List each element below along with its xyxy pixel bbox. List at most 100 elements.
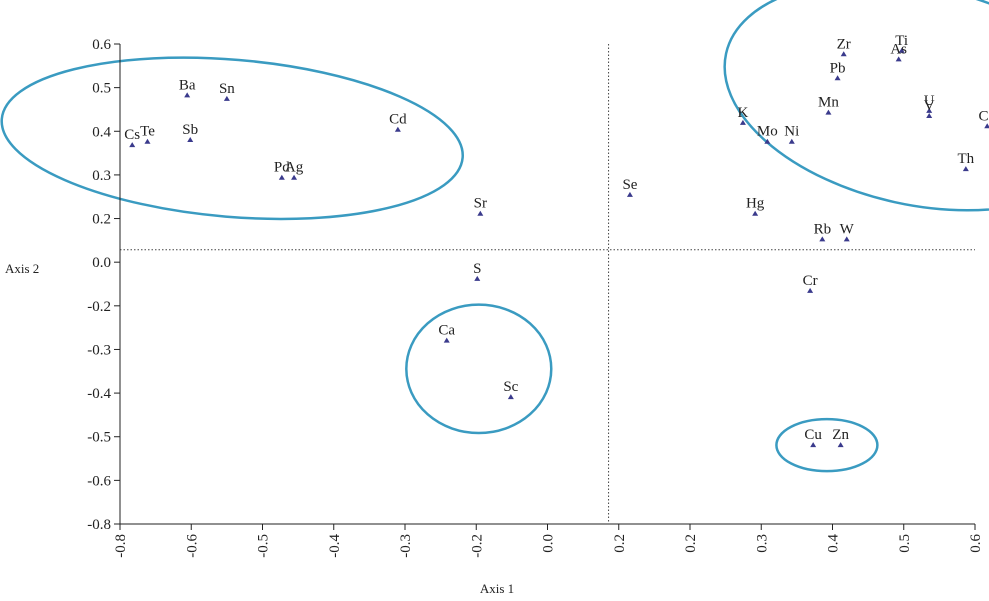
point-label: Te	[140, 124, 155, 140]
point-te: Te	[140, 124, 155, 144]
point-ag: Ag	[285, 160, 304, 180]
point-label: Ca	[438, 323, 455, 339]
x-axis-label: Axis 1	[480, 581, 514, 596]
point-marker	[507, 394, 514, 400]
point-label: Ag	[285, 160, 304, 176]
point-hg: Hg	[746, 196, 765, 216]
x-tick-label: -0.6	[184, 534, 200, 558]
y-tick-labels: 0.6 0.5 0.4 0.3 0.2 0.0 -0.2 -0.3 -0.4 -0.5 -0.6 -0…	[87, 37, 120, 533]
point-marker	[739, 119, 746, 125]
point-label: Ti	[895, 33, 908, 49]
y-tick-label: -0.5	[87, 430, 111, 446]
point-marker	[752, 210, 759, 216]
point-marker	[187, 137, 194, 142]
point-sc: Sc	[503, 379, 519, 400]
point-marker	[443, 337, 450, 343]
point-mn: Mn	[818, 95, 839, 115]
point-marker	[764, 138, 771, 144]
y-tick-label: -0.3	[87, 342, 111, 358]
point-mo: Mo	[757, 124, 778, 144]
point-rb: Rb	[814, 221, 831, 242]
point-label: Sr	[474, 196, 487, 212]
x-tick-label: 0.5	[897, 534, 913, 553]
point-cu: Cu	[804, 427, 822, 448]
point-label: U	[924, 93, 935, 109]
point-marker	[477, 210, 484, 216]
point-marker	[129, 142, 136, 148]
point-label: Cd	[389, 112, 407, 128]
point-marker	[394, 126, 401, 132]
point-marker	[184, 92, 191, 98]
point-label: Sn	[219, 81, 235, 97]
point-label: As	[890, 41, 907, 57]
point-label: Th	[958, 151, 975, 167]
point-label: Mn	[818, 95, 839, 111]
point-zr: Zr	[837, 36, 851, 57]
cluster-ellipse	[775, 417, 879, 473]
point-marker	[819, 236, 826, 242]
point-marker	[926, 107, 933, 113]
point-label: Cu	[804, 427, 822, 443]
point-label: Co	[978, 108, 989, 124]
cluster-ellipse	[0, 56, 464, 221]
point-sb: Sb	[182, 122, 198, 142]
point-marker	[807, 287, 814, 293]
point-cd: Cd	[389, 112, 407, 132]
point-pd: Pd	[274, 160, 290, 180]
point-label: Se	[622, 177, 637, 193]
point-th: Th	[958, 151, 975, 172]
point-marker	[810, 442, 817, 448]
x-tick-label: 0.2	[612, 534, 628, 553]
point-label: Zn	[832, 427, 849, 443]
point-label: Ba	[179, 77, 196, 93]
point-marker	[834, 75, 841, 81]
axes	[119, 44, 975, 525]
point-label: Sc	[503, 379, 518, 395]
y-tick-label: -0.8	[87, 517, 111, 533]
point-marker	[926, 113, 933, 118]
point-zn: Zn	[832, 427, 849, 448]
point-label: Zr	[837, 36, 851, 52]
point-u: U	[924, 93, 935, 113]
point-label: Ni	[784, 124, 799, 140]
y-axis-label: Axis 2	[5, 261, 39, 276]
point-label: Mo	[757, 124, 778, 140]
y-tick-label: -0.2	[87, 299, 111, 315]
point-marker	[962, 166, 969, 172]
x-tick-label: 0.6	[968, 534, 984, 553]
y-tick-label: -0.4	[87, 386, 111, 402]
x-tick-label: -0.5	[256, 534, 272, 558]
x-tick-label: -0.4	[327, 534, 343, 558]
point-marker	[840, 51, 847, 57]
point-label: Sb	[182, 122, 198, 138]
reference-lines	[120, 44, 975, 524]
point-label: Hg	[746, 196, 765, 212]
cluster-ellipse	[405, 303, 553, 435]
y-tick-label: 0.6	[92, 37, 111, 53]
x-tick-labels: -0.8 -0.6 -0.5 -0.4 -0.3 -0.2 0.0 0.2 0.2 0.3 0.4 0…	[113, 524, 984, 558]
point-sr: Sr	[474, 196, 487, 216]
point-marker	[984, 123, 989, 129]
x-tick-label: -0.2	[469, 534, 485, 558]
point-ba: Ba	[179, 77, 196, 98]
x-tick-label: 0.3	[754, 534, 770, 553]
x-tick-label: -0.8	[113, 534, 129, 558]
y-tick-label: 0.2	[92, 212, 111, 228]
cluster-ellipses	[0, 0, 989, 473]
point-cr: Cr	[803, 273, 818, 293]
x-tick-label: 0.2	[683, 534, 699, 553]
point-marker	[843, 236, 850, 242]
point-marker	[223, 95, 230, 101]
point-cs: Cs	[124, 127, 140, 148]
point-label: S	[473, 261, 481, 277]
point-se: Se	[622, 177, 638, 197]
point-s: S	[473, 261, 481, 281]
point-k: K	[738, 105, 749, 125]
point-marker	[144, 138, 151, 144]
point-v: V	[924, 98, 935, 118]
point-label: Pb	[830, 60, 846, 76]
point-marker	[898, 47, 905, 53]
point-label: Cr	[803, 273, 818, 289]
